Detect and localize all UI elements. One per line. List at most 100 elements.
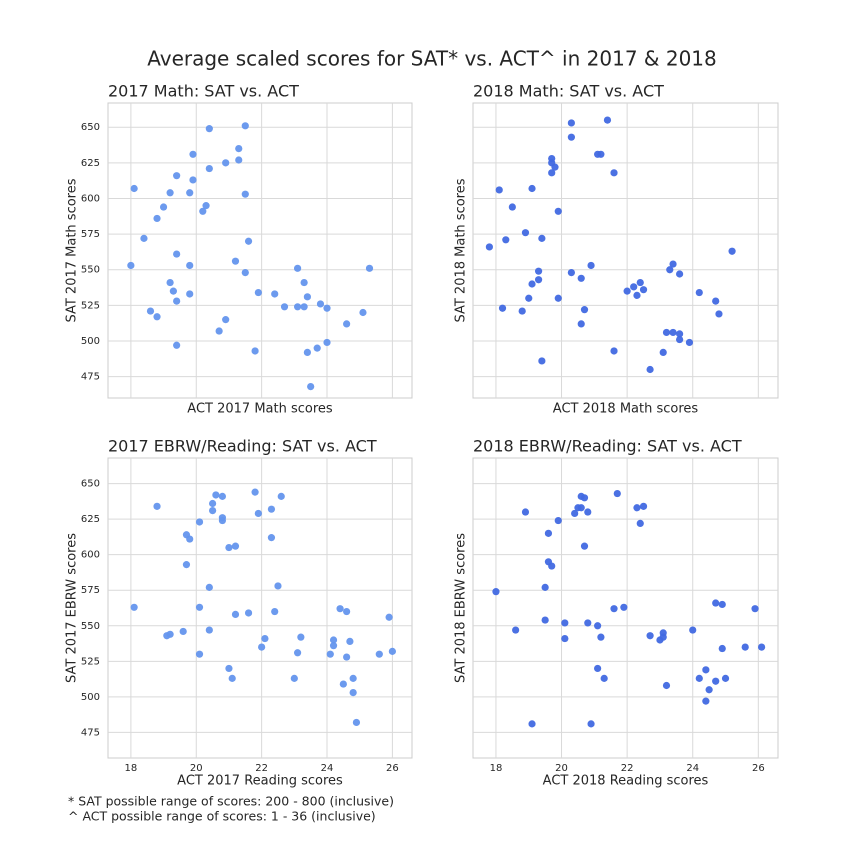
point [554,207,562,215]
x-axis-label: ACT 2017 Math scores [187,402,333,417]
point [343,607,351,616]
point [307,382,315,391]
y-tick-label: 550 [81,621,100,632]
point [258,643,266,651]
x-tick-label: 18 [125,763,138,774]
point [538,357,546,365]
point [231,610,240,618]
point [636,278,644,287]
x-tick-label: 18 [490,763,503,774]
plot-area [107,102,413,399]
point [326,650,334,658]
point [721,674,730,682]
point [241,122,249,130]
y-tick-label: 550 [81,265,100,276]
point [323,304,331,312]
point [244,237,253,245]
point [702,666,710,674]
y-tick-label: 475 [81,727,100,738]
point [548,169,556,177]
point [189,150,197,158]
point [715,310,723,318]
x-tick-label: 20 [190,763,203,774]
point [159,203,168,211]
subplot-title: 2018 Math: SAT vs. ACT [473,82,664,101]
point [182,561,191,569]
y-tick-label: 625 [81,514,100,525]
point [195,603,204,611]
point [662,328,671,337]
point [388,647,396,655]
x-tick-label: 20 [555,763,568,774]
point [662,681,671,690]
point [718,644,726,653]
x-axis-label: ACT 2018 Reading scores [543,774,709,789]
point [518,307,526,315]
point [343,653,351,661]
point [235,145,243,153]
point [349,688,357,697]
y-tick-label: 650 [81,479,100,490]
point [610,169,618,177]
point [492,588,500,596]
point [179,627,187,636]
point [646,632,654,640]
point [528,720,536,728]
x-tick-label: 22 [621,763,634,774]
point [146,307,155,315]
point [561,619,569,627]
point [261,634,269,643]
point [577,504,585,512]
subplot-title: 2018 EBRW/Reading: SAT vs. ACT [473,437,742,456]
point [186,261,194,270]
point [212,491,220,499]
plot-area [107,457,413,759]
y-tick-label: 500 [81,692,100,703]
point [277,492,285,500]
point [300,278,308,287]
point [534,267,543,275]
point [685,338,694,347]
point [293,649,302,657]
point [202,202,210,210]
point [636,519,644,528]
y-axis-label: SAT 2017 Math scores [65,178,80,322]
point [587,720,595,728]
point [633,291,641,299]
point [623,287,631,295]
point [551,163,559,171]
point [521,229,530,237]
point [584,508,592,516]
footnote: * SAT possible range of scores: 200 - 80… [68,794,394,809]
point [375,650,383,658]
y-tick-label: 575 [81,585,100,596]
point [352,718,361,727]
point [587,261,595,270]
point [290,674,298,682]
point [195,650,204,658]
point [528,280,536,288]
point [508,203,516,211]
point [316,300,325,308]
point [267,505,276,513]
point [544,529,553,537]
point [209,499,217,508]
point [329,636,338,644]
x-axis-label: ACT 2018 Math scores [553,402,699,417]
point [169,287,177,295]
point [702,697,710,705]
point [166,278,174,287]
point [127,261,135,270]
point [222,316,230,324]
point [659,348,667,356]
point [541,616,549,624]
point [153,502,161,510]
x-axis-label: ACT 2017 Reading scores [177,774,343,789]
point [293,303,302,311]
point [241,190,249,198]
point [639,286,648,294]
point [241,268,249,277]
point [346,637,354,646]
point [689,626,697,634]
